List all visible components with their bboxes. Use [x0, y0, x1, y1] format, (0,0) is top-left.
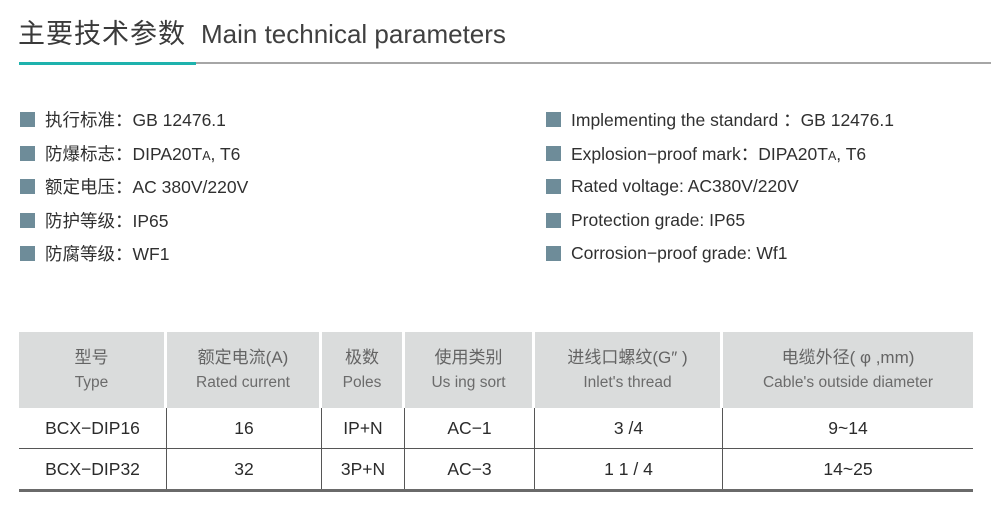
spec-text: Explosion−proof mark：DIPA20TA, T6: [571, 141, 866, 166]
spec-text: Rated voltage: AC380V/220V: [571, 176, 799, 197]
bullet-square-icon: [546, 112, 561, 128]
bullet-square-icon: [20, 212, 35, 228]
header-cell-rated-current: 额定电流(A) Rated current: [167, 332, 322, 408]
bullet-square-icon: [20, 179, 35, 195]
bullet-square-icon: [20, 246, 35, 262]
cell-rated-current: 32: [167, 449, 322, 489]
bullet-square-icon: [546, 179, 561, 195]
spec-item-corrosion-grade-zh: 防腐等级：WF1: [20, 237, 248, 271]
spec-item-explosion-mark-zh: 防爆标志：DIPA20TA, T6: [20, 137, 248, 171]
params-table: 型号 Type 额定电流(A) Rated current 极数 Poles 使…: [19, 332, 973, 492]
page-title-zh: 主要技术参数: [18, 19, 186, 49]
header-label-en: Rated current: [196, 374, 290, 391]
cell-type: BCX−DIP32: [19, 449, 167, 489]
table-row: BCX−DIP32 32 3P+N AC−3 1 1 / 4 14~25: [19, 448, 973, 489]
table-row: BCX−DIP16 16 IP+N AC−1 3 /4 9~14: [19, 408, 973, 448]
cell-inlet-thread: 3 /4: [535, 408, 723, 448]
header-cell-poles: 极数 Poles: [322, 332, 405, 408]
title-underline-accent: [19, 62, 196, 65]
spec-text: 防护等级：IP65: [45, 210, 169, 231]
cell-rated-current: 16: [167, 408, 322, 448]
spec-item-protection-grade-en: Protection grade: IP65: [546, 204, 894, 238]
cell-inlet-thread: 1 1 / 4: [535, 449, 723, 489]
spec-list-english: Implementing the standard ：GB 12476.1 Ex…: [546, 103, 894, 271]
title-underline-rule: [196, 62, 991, 64]
spec-item-standard-zh: 执行标准：GB 12476.1: [20, 103, 248, 137]
spec-item-protection-grade-zh: 防护等级：IP65: [20, 204, 248, 238]
spec-item-corrosion-grade-en: Corrosion−proof grade: Wf1: [546, 237, 894, 271]
cell-poles: 3P+N: [322, 449, 405, 489]
header-cell-type: 型号 Type: [19, 332, 167, 408]
header-label-zh: 型号: [74, 348, 109, 367]
page-title: 主要技术参数 Main technical parameters: [18, 12, 506, 51]
header-label-zh: 电缆外径( φ ,mm): [781, 348, 915, 367]
header-label-en: Poles: [342, 374, 382, 391]
spec-text: 防腐等级：WF1: [45, 244, 170, 265]
header-label-en: Inlet's thread: [583, 374, 672, 391]
cell-using-sort: AC−1: [405, 408, 535, 448]
page-title-en: Main technical parameters: [201, 19, 506, 49]
spec-item-standard-en: Implementing the standard ：GB 12476.1: [546, 103, 894, 137]
bullet-square-icon: [546, 212, 561, 228]
spec-text: Corrosion−proof grade: Wf1: [571, 243, 788, 264]
header-cell-using-sort: 使用类别 Us ing sort: [405, 332, 535, 408]
title-underline: [19, 62, 991, 65]
spec-text-post: , T6: [836, 143, 867, 164]
spec-text: 额定电压：AC 380V/220V: [45, 177, 249, 198]
spec-text-pre: Explosion−proof mark：DIPA20T: [571, 143, 828, 164]
spec-item-explosion-mark-en: Explosion−proof mark：DIPA20TA, T6: [546, 137, 894, 171]
cell-using-sort: AC−3: [405, 449, 535, 489]
bullet-square-icon: [546, 246, 561, 262]
cell-type: BCX−DIP16: [19, 408, 167, 448]
table-body: BCX−DIP16 16 IP+N AC−1 3 /4 9~14 BCX−DIP…: [19, 408, 973, 492]
spec-text: 执行标准：GB 12476.1: [45, 110, 226, 131]
header-label-en: Cable's outside diameter: [762, 374, 934, 391]
header-label-en: Type: [74, 374, 109, 391]
spec-text-pre: 防爆标志：DIPA20T: [45, 143, 203, 164]
cell-cable-diameter: 14~25: [823, 458, 873, 479]
cell-poles: IP+N: [322, 408, 405, 448]
header-label-en: Us ing sort: [431, 374, 506, 391]
spec-list-chinese: 执行标准：GB 12476.1 防爆标志：DIPA20TA, T6 额定电压：A…: [20, 103, 248, 271]
bullet-square-icon: [546, 145, 561, 161]
header-label-zh: 额定电流(A): [197, 348, 289, 367]
bullet-square-icon: [20, 112, 35, 128]
spec-item-rated-voltage-en: Rated voltage: AC380V/220V: [546, 170, 894, 204]
header-label-zh: 极数: [345, 348, 379, 367]
spec-text: Protection grade: IP65: [571, 209, 746, 230]
bullet-square-icon: [20, 145, 35, 161]
spec-text: Implementing the standard ：GB 12476.1: [571, 110, 894, 131]
spec-text-smallcap: A: [202, 148, 211, 163]
spec-item-rated-voltage-zh: 额定电压：AC 380V/220V: [20, 170, 248, 204]
spec-text-smallcap: A: [827, 148, 837, 163]
spec-text: 防爆标志：DIPA20TA, T6: [45, 141, 240, 166]
spec-text-post: , T6: [210, 143, 241, 164]
cell-cable-diameter: 9~14: [828, 417, 868, 438]
table-header-row: 型号 Type 额定电流(A) Rated current 极数 Poles 使…: [19, 332, 973, 408]
header-cell-cable-diameter: 电缆外径( φ ,mm) Cable's outside diameter: [723, 332, 973, 408]
header-label-zh: 使用类别: [434, 348, 503, 367]
header-cell-inlet-thread: 进线口螺纹(G″ ) Inlet's thread: [535, 332, 723, 408]
header-label-zh: 进线口螺纹(G″ ): [567, 348, 688, 367]
